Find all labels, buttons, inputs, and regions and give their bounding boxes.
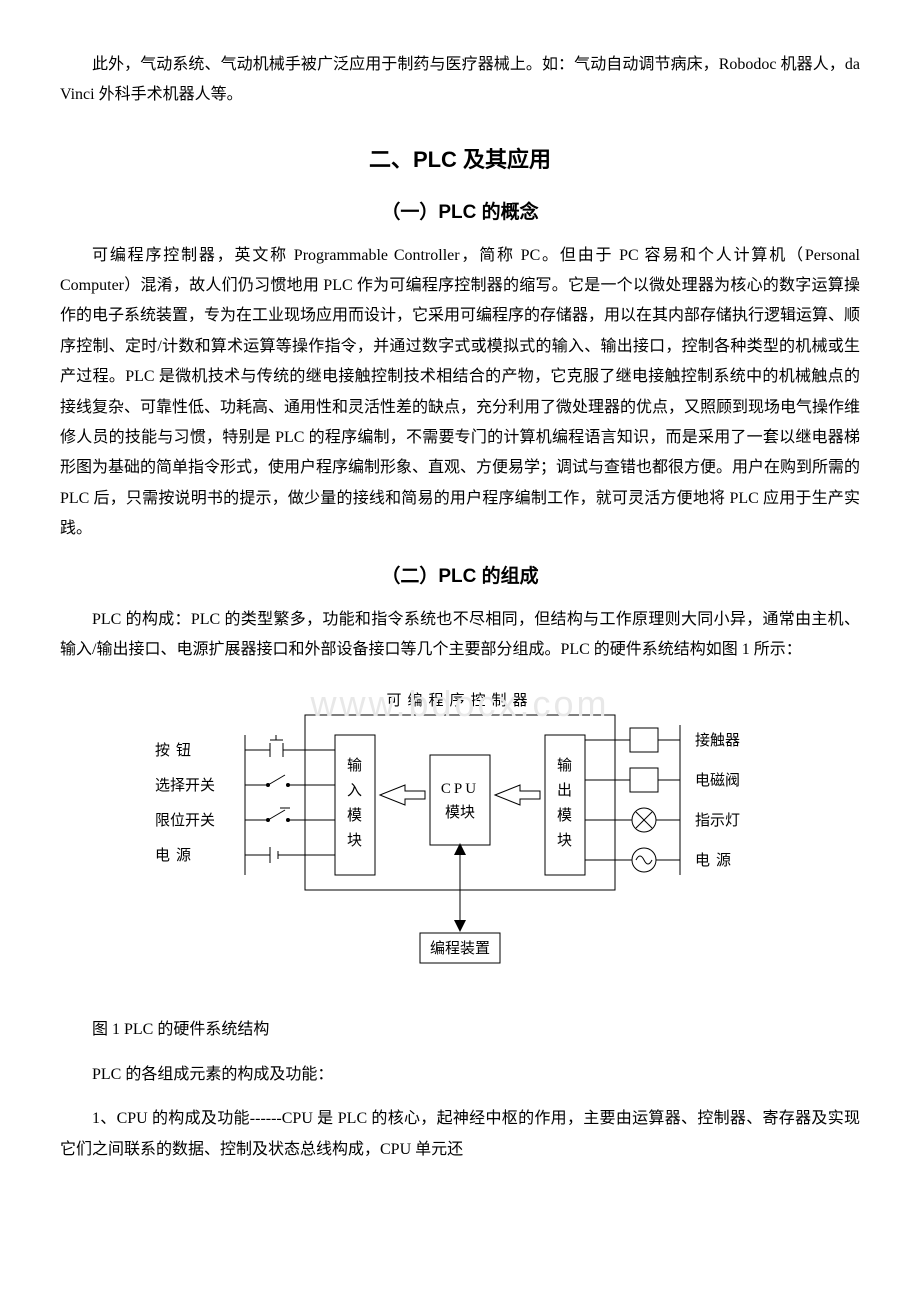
plc-diagram: 可编程序控制器 按钮 选择开关 限位开关 电源 接触器 电磁阀 指示灯 电源 输… xyxy=(150,685,770,985)
svg-text:出: 出 xyxy=(557,782,572,799)
diagram-right-label-2: 指示灯 xyxy=(695,812,740,829)
svg-text:模: 模 xyxy=(347,807,362,824)
diagram-cpu-bottom: 模块 xyxy=(445,804,475,821)
svg-text:块: 块 xyxy=(347,832,362,849)
section-2-title: 二、PLC 及其应用 xyxy=(60,139,860,181)
diagram-cpu-top: CPU xyxy=(441,781,479,797)
diagram-left-label-0: 按钮 xyxy=(155,742,197,759)
section-2-1-para: 可编程序控制器，英文称 Programmable Controller，简称 P… xyxy=(60,241,860,545)
diagram-right-label-1: 电磁阀 xyxy=(695,772,740,789)
svg-text:块: 块 xyxy=(557,832,572,849)
diagram-right-label-0: 接触器 xyxy=(695,732,740,749)
diagram-left-label-2: 限位开关 xyxy=(155,812,215,829)
post-fig-para-2: 1、CPU 的构成及功能------CPU 是 PLC 的核心，起神经中枢的作用… xyxy=(60,1104,860,1165)
diagram-right-label-3: 电源 xyxy=(695,852,737,869)
figure-1-caption: 图 1 PLC 的硬件系统结构 xyxy=(60,1015,860,1045)
diagram-top-label: 可编程序控制器 xyxy=(386,692,533,709)
section-2-1-title: （一）PLC 的概念 xyxy=(60,195,860,231)
svg-text:入: 入 xyxy=(347,783,362,799)
diagram-input-char-0: 输 xyxy=(347,757,362,774)
diagram-prog-label: 编程装置 xyxy=(430,940,490,957)
svg-text:模: 模 xyxy=(557,807,572,824)
svg-text:输: 输 xyxy=(557,757,572,774)
section-2-2-para: PLC 的构成：PLC 的类型繁多，功能和指令系统也不尽相同，但结构与工作原理则… xyxy=(60,605,860,666)
section-2-2-title: （二）PLC 的组成 xyxy=(60,559,860,595)
intro-paragraph: 此外，气动系统、气动机械手被广泛应用于制药与医疗器械上。如：气动自动调节病床，R… xyxy=(60,50,860,111)
post-fig-para-1: PLC 的各组成元素的构成及功能： xyxy=(60,1060,860,1090)
diagram-left-label-1: 选择开关 xyxy=(155,777,215,794)
diagram-left-label-3: 电源 xyxy=(155,847,197,864)
